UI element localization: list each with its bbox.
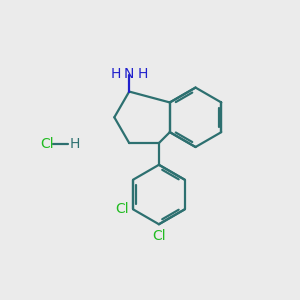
Text: H: H bbox=[110, 67, 121, 81]
Text: H: H bbox=[70, 137, 80, 151]
Text: H: H bbox=[137, 67, 148, 81]
Text: Cl: Cl bbox=[115, 202, 129, 216]
Text: Cl: Cl bbox=[152, 229, 166, 243]
Text: Cl: Cl bbox=[40, 137, 54, 151]
Text: N: N bbox=[124, 67, 134, 81]
